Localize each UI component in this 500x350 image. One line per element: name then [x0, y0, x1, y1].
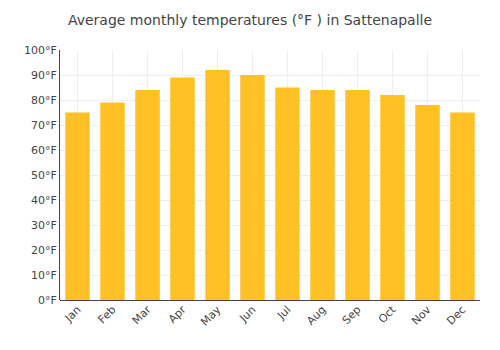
svg-text:Jun: Jun	[236, 303, 258, 325]
svg-text:90°F: 90°F	[31, 69, 57, 82]
svg-text:Dec: Dec	[444, 303, 468, 327]
svg-text:Apr: Apr	[166, 303, 189, 326]
svg-text:Aug: Aug	[304, 303, 328, 327]
svg-text:100°F: 100°F	[24, 44, 57, 57]
svg-text:Oct: Oct	[376, 303, 399, 326]
svg-text:70°F: 70°F	[31, 119, 57, 132]
svg-text:Jul: Jul	[274, 303, 293, 322]
svg-text:80°F: 80°F	[31, 94, 57, 107]
svg-text:Average monthly temperatures (: Average monthly temperatures (°F ) in Sa…	[68, 12, 432, 28]
svg-text:Nov: Nov	[409, 303, 434, 328]
svg-text:Feb: Feb	[96, 303, 119, 326]
svg-text:Jan: Jan	[62, 303, 84, 325]
svg-text:30°F: 30°F	[31, 219, 57, 232]
svg-text:40°F: 40°F	[31, 194, 57, 207]
svg-text:20°F: 20°F	[31, 244, 57, 257]
svg-text:0°F: 0°F	[38, 294, 57, 307]
svg-text:Mar: Mar	[130, 303, 154, 327]
svg-text:60°F: 60°F	[31, 144, 57, 157]
svg-text:50°F: 50°F	[31, 169, 57, 182]
svg-text:10°F: 10°F	[31, 269, 57, 282]
svg-text:May: May	[198, 303, 224, 329]
svg-text:Sep: Sep	[340, 303, 364, 327]
